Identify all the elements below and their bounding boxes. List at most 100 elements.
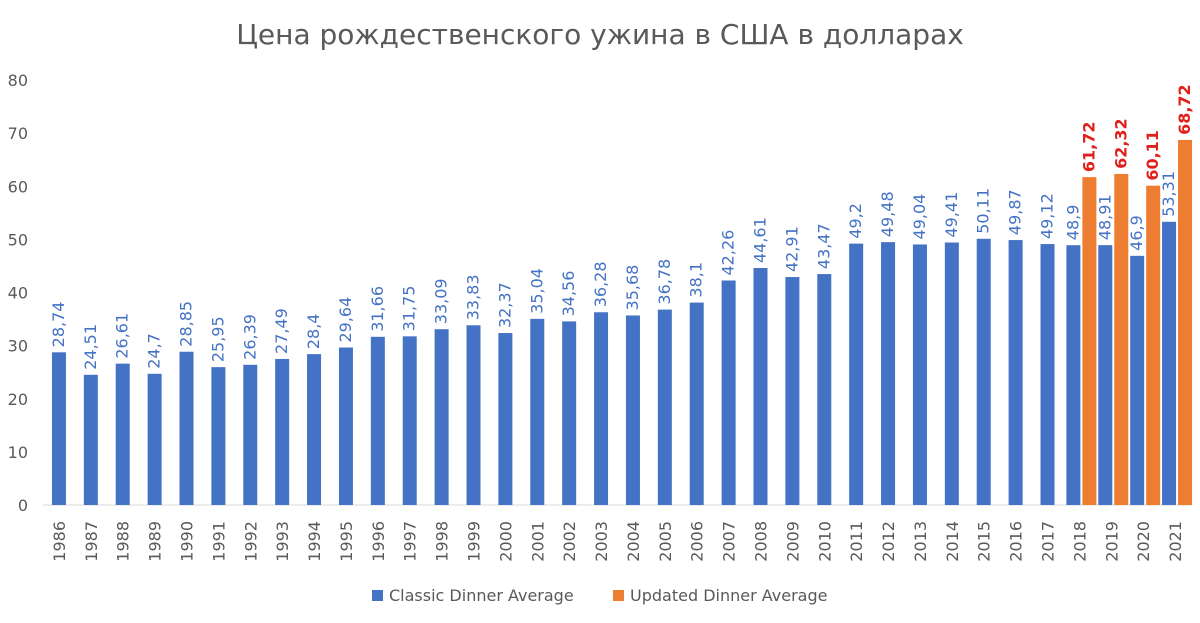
data-label-classic: 32,37 (495, 282, 514, 328)
y-tick-label: 50 (8, 230, 28, 249)
bar-classic (1098, 245, 1113, 505)
x-tick-label: 2004 (624, 521, 643, 562)
data-label-classic: 24,51 (81, 324, 100, 370)
bar-classic (211, 367, 226, 505)
bar-classic (1066, 245, 1081, 505)
bar-classic (1130, 255, 1145, 505)
bar-classic (817, 274, 832, 505)
bar-classic (115, 363, 130, 505)
bar-updated (1082, 177, 1097, 506)
x-tick-label: 2018 (1070, 521, 1089, 562)
x-tick-label: 1995 (337, 521, 356, 562)
bar-classic (51, 352, 66, 505)
bar-classic (1162, 221, 1177, 505)
x-tick-label: 2010 (815, 521, 834, 562)
x-tick-label: 2006 (688, 521, 707, 562)
x-tick-label: 1998 (433, 521, 452, 562)
data-label-classic: 28,4 (304, 314, 323, 350)
data-label-classic: 38,1 (687, 262, 706, 298)
x-tick-label: 2021 (1166, 521, 1185, 562)
bar-classic (275, 358, 290, 505)
bar-classic (179, 351, 194, 505)
y-tick-label: 60 (8, 177, 28, 196)
data-label-classic: 49,87 (1006, 189, 1025, 235)
bar-updated (1146, 185, 1161, 505)
y-tick-label: 20 (8, 390, 28, 409)
bar-classic (849, 243, 864, 505)
data-label-updated: 61,72 (1079, 122, 1098, 173)
bar-classic (434, 329, 449, 505)
x-tick-label: 2019 (1102, 521, 1121, 562)
data-label-classic: 35,68 (623, 265, 642, 311)
bar-classic (498, 333, 513, 505)
data-label-classic: 28,74 (49, 302, 68, 348)
data-label-classic: 49,04 (910, 194, 929, 240)
data-label-classic: 28,85 (177, 301, 196, 347)
data-label-classic: 26,39 (240, 314, 259, 360)
data-label-updated: 60,11 (1143, 130, 1162, 181)
bar-classic (307, 354, 322, 505)
bar-updated (1114, 173, 1129, 506)
bar-classic (753, 268, 768, 505)
bar-classic (881, 242, 896, 505)
x-tick-label: 1997 (401, 521, 420, 562)
bar-classic (562, 321, 577, 505)
bar-classic (370, 336, 385, 505)
data-label-updated: 62,32 (1111, 118, 1130, 169)
bar-classic (530, 318, 545, 505)
data-label-classic: 33,09 (432, 278, 451, 324)
x-tick-label: 1988 (114, 521, 133, 562)
x-tick-label: 1999 (465, 521, 484, 562)
data-label-classic: 27,49 (272, 308, 291, 354)
bar-classic (625, 315, 640, 505)
legend-label-classic: Classic Dinner Average (389, 586, 574, 605)
x-tick-label: 1992 (241, 521, 260, 562)
legend-label-updated: Updated Dinner Average (630, 586, 828, 605)
bar-classic (338, 347, 353, 505)
bar-updated (1178, 139, 1193, 506)
legend-item-classic: Classic Dinner Average (372, 586, 574, 605)
x-tick-label: 2005 (656, 521, 675, 562)
legend: Classic Dinner Average Updated Dinner Av… (0, 586, 1200, 608)
x-tick-label: 2003 (592, 521, 611, 562)
data-label-classic: 46,9 (1127, 215, 1146, 251)
bar-classic (657, 309, 672, 505)
x-tick-label: 1986 (50, 521, 69, 562)
data-label-classic: 48,9 (1063, 205, 1082, 241)
data-label-classic: 49,12 (1038, 193, 1057, 239)
data-label-classic: 42,91 (782, 226, 801, 272)
data-label-classic: 36,28 (591, 261, 610, 307)
bar-classic (466, 325, 481, 505)
x-tick-label: 1994 (305, 521, 324, 562)
data-label-classic: 31,66 (368, 286, 387, 332)
data-label-classic: 44,61 (751, 217, 770, 263)
bar-classic (594, 312, 609, 505)
data-label-classic: 43,47 (814, 223, 833, 269)
bar-classic (402, 336, 417, 505)
data-label-classic: 42,26 (719, 230, 738, 276)
chart-title: Цена рождественского ужина в США в долла… (236, 18, 964, 51)
x-tick-label: 2020 (1134, 521, 1153, 562)
x-tick-label: 2016 (1007, 521, 1026, 562)
bar-classic (912, 244, 927, 505)
legend-swatch-updated (613, 590, 624, 601)
x-tick-label: 2017 (1039, 521, 1058, 562)
y-tick-label: 10 (8, 443, 28, 462)
data-label-classic: 50,11 (974, 188, 993, 234)
x-tick-label: 2007 (720, 521, 739, 562)
y-tick-label: 0 (18, 496, 28, 515)
data-label-classic: 36,78 (655, 259, 674, 305)
x-tick-label: 2000 (496, 521, 515, 562)
legend-item-updated: Updated Dinner Average (613, 586, 827, 605)
x-tick-label: 1987 (82, 521, 101, 562)
bar-classic (1040, 244, 1055, 506)
y-tick-label: 70 (8, 124, 28, 143)
bar-classic (785, 277, 800, 505)
x-tick-label: 2012 (879, 521, 898, 562)
data-label-classic: 26,61 (113, 313, 132, 359)
x-tick-label: 2015 (975, 521, 994, 562)
x-tick-label: 2011 (847, 521, 866, 562)
x-tick-label: 2014 (943, 521, 962, 562)
